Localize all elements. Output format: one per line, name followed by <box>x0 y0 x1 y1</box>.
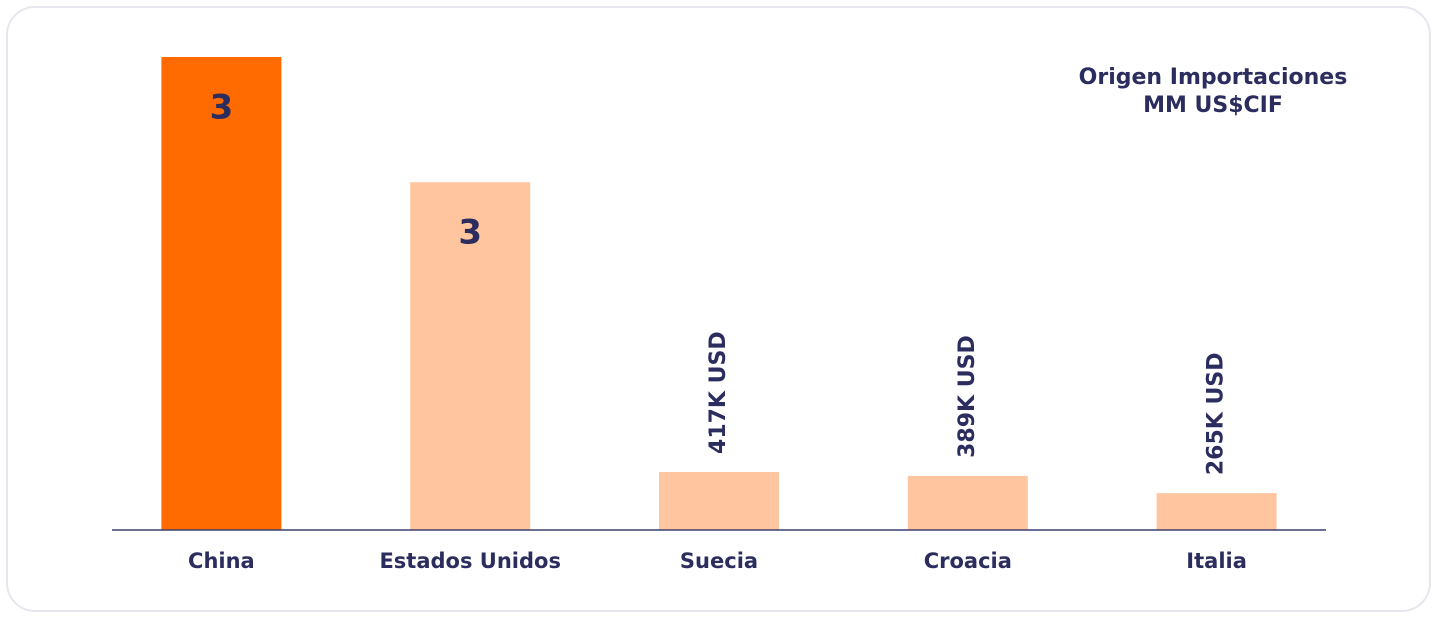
x-tick-label: Italia <box>1186 549 1247 573</box>
card <box>6 6 1431 612</box>
chart-title: Origen Importaciones <box>1079 65 1348 90</box>
x-tick-label: Estados Unidos <box>379 549 560 573</box>
bar <box>161 57 282 530</box>
x-tick-label: China <box>188 549 255 573</box>
value-label: 417K USD <box>706 331 731 454</box>
value-label: 3 <box>210 88 234 128</box>
x-tick-label: Suecia <box>680 549 758 573</box>
value-label: 389K USD <box>955 335 980 458</box>
bar <box>1156 493 1277 530</box>
x-tick-label: Croacia <box>924 549 1012 573</box>
bar <box>410 182 531 531</box>
chart-subtitle: MM US$CIF <box>1143 93 1283 118</box>
bar <box>907 475 1028 530</box>
bar <box>659 471 779 530</box>
value-label: 3 <box>458 213 482 253</box>
value-label: 265K USD <box>1204 353 1229 476</box>
